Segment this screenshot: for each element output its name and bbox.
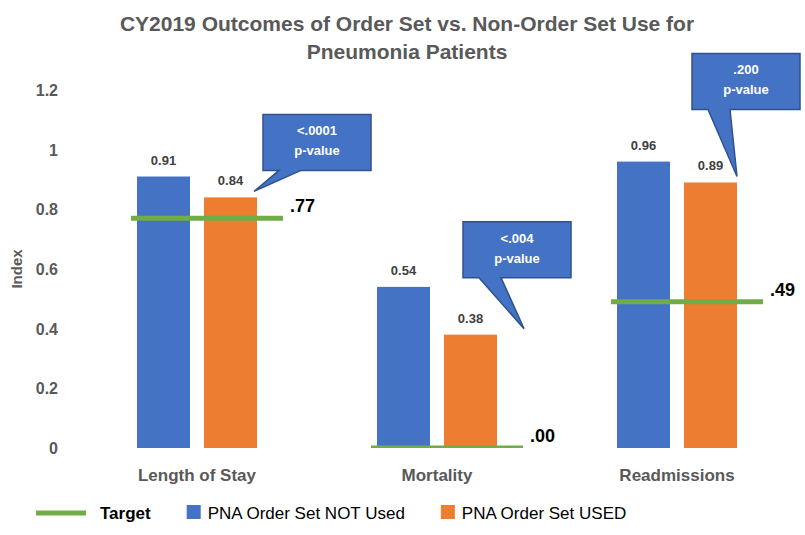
- title: CY2019 Outcomes of Order Set vs. Non-Ord…: [120, 12, 694, 63]
- data-label: 0.96: [631, 138, 656, 153]
- y-tick-label: 0: [49, 440, 58, 457]
- legend: Target PNA Order Set NOT Used PNA Order Se…: [36, 504, 626, 523]
- callout-text: p-value: [494, 251, 540, 266]
- target-label: .49: [770, 280, 795, 300]
- y-tick-label: 0.8: [36, 201, 58, 218]
- callout-text: p-value: [294, 143, 340, 158]
- y-tick-label: 0.6: [36, 261, 58, 278]
- target-label: .00: [530, 426, 555, 446]
- data-label: 0.89: [698, 158, 723, 173]
- callout-text: <.0001: [297, 123, 337, 138]
- callout-box: [254, 114, 371, 191]
- callout-box: [463, 222, 571, 329]
- chart: CY2019 Outcomes of Order Set vs. Non-Ord…: [0, 0, 805, 535]
- callout-box: [692, 53, 800, 176]
- callout: .200 p-value: [692, 53, 800, 176]
- x-tick-label: Readmissions: [619, 466, 734, 485]
- callout: <.004 p-value: [463, 222, 571, 329]
- title-line: Pneumonia Patients: [307, 40, 508, 63]
- target-line: [131, 216, 283, 221]
- bar: [684, 182, 737, 448]
- legend-label: PNA Order Set USED: [462, 504, 626, 523]
- legend-label: PNA Order Set NOT Used: [208, 504, 405, 523]
- y-tick-label: 0.4: [36, 321, 58, 338]
- target-line: [371, 446, 523, 449]
- y-tick-label: 0.2: [36, 380, 58, 397]
- bar: [377, 287, 430, 448]
- y-tick-label: 1: [49, 142, 58, 159]
- y-tick-label: 1.2: [36, 82, 58, 99]
- bar: [444, 335, 497, 448]
- legend-swatch: [187, 505, 201, 519]
- target-line: [611, 299, 763, 304]
- bar: [204, 197, 257, 448]
- callout-text: <.004: [501, 231, 535, 246]
- legend-label: Target: [100, 504, 151, 523]
- target-label: .77: [290, 196, 315, 216]
- marks: [131, 162, 763, 448]
- legend-swatch: [36, 511, 86, 516]
- x-tick-label: Mortality: [402, 466, 473, 485]
- data-label: 0.38: [458, 311, 483, 326]
- legend-swatch: [441, 505, 455, 519]
- y-axis-label: Index: [8, 249, 25, 289]
- callout: <.0001 p-value: [254, 114, 371, 191]
- bar: [617, 162, 670, 448]
- data-label: 0.84: [218, 173, 244, 188]
- x-tick-label: Length of Stay: [138, 466, 257, 485]
- data-label: 0.91: [151, 153, 176, 168]
- labels: 0.91 0.54 0.96 0.84 0.38 0.89 .77 .00 .49 <.0001 p…: [151, 53, 800, 446]
- callout-text: p-value: [723, 82, 769, 97]
- callout-text: .200: [733, 62, 758, 77]
- data-label: 0.54: [391, 263, 417, 278]
- title-line: CY2019 Outcomes of Order Set vs. Non-Ord…: [120, 12, 694, 35]
